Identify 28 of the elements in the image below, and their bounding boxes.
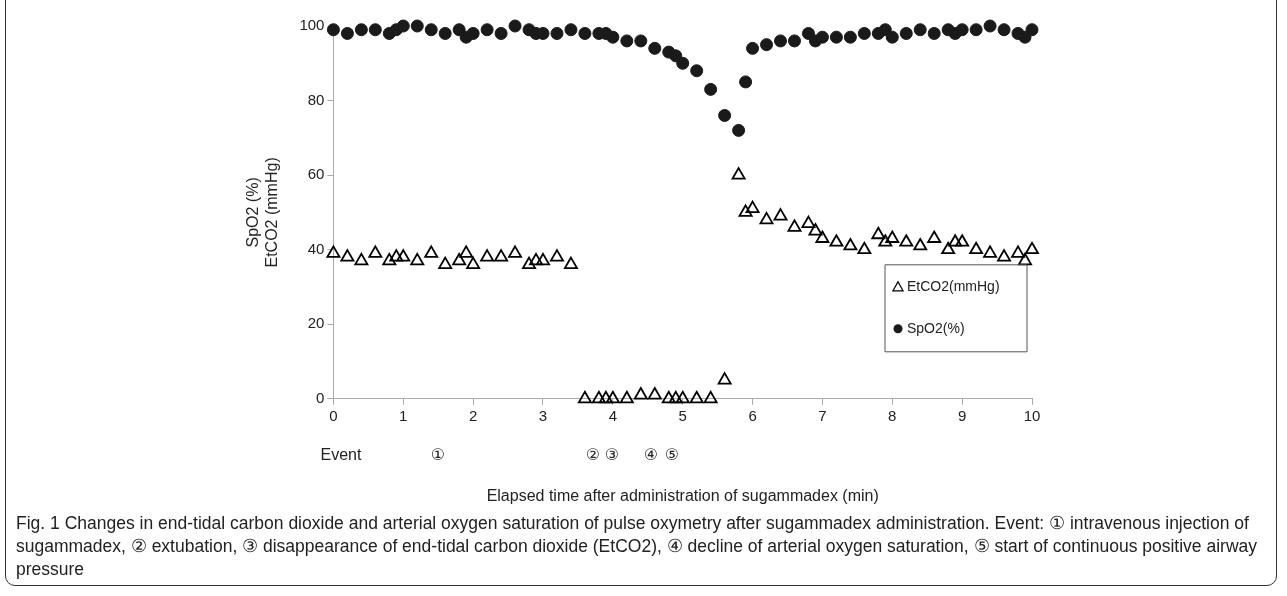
x-tick-label: 3 [538,406,548,424]
y-tick-label: 100 [299,16,325,34]
x-tick-label: 8 [888,406,897,424]
legend-label: SpO2(%) [907,319,965,336]
x-tick-label: 1 [399,406,408,424]
caption: Fig. 1 Changes in end-tidal carbon dioxide and arterial oxygen saturation of pulse oxymetry after sugammadex administration. Event: ① intravenous injection of sugammadex, ② extubation, ③ disappearance of end-tidal carbon dioxide (EtCO2), ④ decline of arterial oxygen saturation, ⑤ start of continuous positive airway pressure [16,512,1259,581]
y-tick-label: 40 [307,239,325,257]
text: ① [430,444,446,464]
text: ④ [643,444,659,464]
y-tick-label: 20 [307,314,325,332]
legend-label: EtCO2(mmHg) [907,277,1000,294]
text: ③ [604,444,620,464]
y-tick-label: 0 [316,388,325,406]
x-axis-title: Elapsed time after administration of sugammadex (min) [486,486,879,504]
x-tick-label: 6 [748,406,757,424]
text: Event [320,446,363,464]
y-tick-label: 80 [307,90,325,108]
text: ② [585,444,601,464]
x-tick-label: 5 [678,406,687,424]
y-axis-title: SpO2 (%) EtCO2 (mmHg) [244,157,281,268]
y-tick-label: 60 [307,165,325,183]
x-tick-label: 0 [329,406,338,424]
x-tick-label: 9 [957,406,967,424]
text: ⑤ [664,444,680,464]
x-tick-label: 10 [1023,406,1041,424]
x-tick-label: 4 [608,406,618,424]
x-tick-label: 2 [468,406,478,424]
x-tick-label: 7 [818,406,827,424]
